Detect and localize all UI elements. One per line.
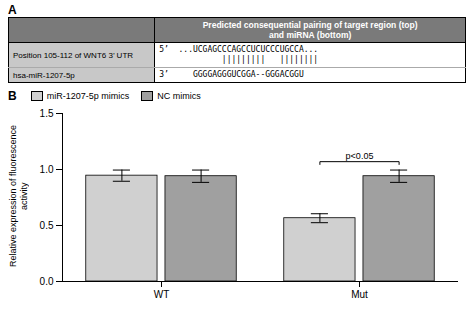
html-text:miR-1207-5p mimics: miR-1207-5p mimics [46, 90, 130, 101]
html-text:Relative expression of fluores: Relative expression of fluorescence acti… [8, 125, 29, 267]
svg-text:0.5: 0.5 [40, 220, 54, 231]
svg-text:WT: WT [154, 289, 170, 300]
svg-text:1.0: 1.0 [40, 164, 54, 175]
svg-text:Mut: Mut [351, 289, 368, 300]
svg-text:p<0.05: p<0.05 [346, 151, 374, 161]
svg-text:0.0: 0.0 [40, 276, 54, 287]
html-text:5’ ...UCGAGCCCAGCCUCUCCCUGCCA.: 5’ ...UCGAGCCCAGCCUCUCCCUGCCA... |||||||… [159, 45, 319, 64]
html-text:A: A [8, 3, 17, 17]
html-text:NC mimics: NC mimics [157, 90, 201, 101]
svg-text:1.5: 1.5 [40, 108, 54, 119]
html-text:Predicted consequential pairin: Predicted consequential pairing of targe… [202, 20, 418, 40]
html-text:B: B [8, 89, 17, 103]
html-text:hsa-miR-1207-5p: hsa-miR-1207-5p [13, 70, 75, 80]
html-text:3’ GGGGAGGGUCGGA--GGGACGGU: 3’ GGGGAGGGUCGGA--GGGACGGU [159, 70, 304, 79]
html-text:Position 105-112 of WNT6 3’ UT: Position 105-112 of WNT6 3’ UTR [13, 50, 133, 60]
